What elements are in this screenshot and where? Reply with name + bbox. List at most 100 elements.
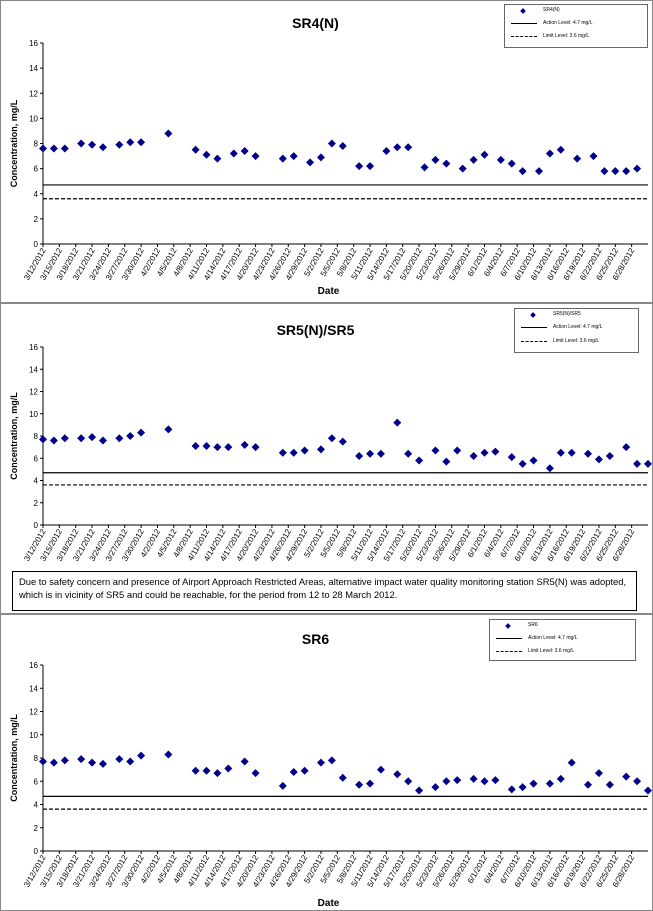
y-tick-label: 0	[34, 521, 39, 530]
data-point	[316, 445, 325, 454]
data-point	[77, 139, 86, 148]
y-tick-label: 4	[34, 477, 39, 486]
legend-item: SR6	[490, 621, 635, 631]
legend-label: Action Level: 4.7 mg/L	[553, 324, 603, 330]
data-point	[289, 448, 298, 457]
legend-label: Limit Level: 3.6 mg/L	[543, 33, 590, 39]
data-point	[534, 167, 543, 176]
data-point	[60, 756, 69, 765]
data-point	[491, 447, 500, 456]
data-point	[589, 152, 598, 161]
data-point	[556, 145, 565, 154]
diamond-marker-icon	[520, 8, 526, 14]
data-point	[240, 147, 249, 156]
legend-label: SR5(N)/SR5	[553, 311, 581, 317]
data-point	[584, 449, 593, 458]
data-point	[605, 452, 614, 461]
y-tick-label: 8	[34, 140, 39, 149]
data-point	[327, 434, 336, 443]
data-point	[644, 459, 652, 468]
data-point	[556, 448, 565, 457]
data-point	[469, 155, 478, 164]
data-point	[240, 440, 249, 449]
data-point	[289, 767, 298, 776]
data-point	[404, 777, 413, 786]
data-point	[77, 434, 86, 443]
y-tick-label: 4	[34, 801, 39, 810]
data-point	[202, 150, 211, 159]
data-point	[480, 150, 489, 159]
y-tick-label: 6	[34, 165, 39, 174]
legend-label: Action Level: 4.7 mg/L	[528, 635, 578, 641]
data-point	[240, 757, 249, 766]
data-point	[507, 785, 516, 794]
data-point	[605, 780, 614, 789]
legend-item: Limit Level: 3.6 mg/L	[515, 337, 638, 347]
data-point	[49, 758, 58, 767]
data-point	[224, 764, 233, 773]
data-point	[376, 765, 385, 774]
legend-label: SR6	[528, 622, 538, 628]
data-point	[594, 455, 603, 464]
chart-svg: SR5(N)/SR5 0 2 4 6 8 10 12 14 16 Concentration, mg…	[9, 322, 652, 608]
data-point	[453, 446, 462, 455]
y-axis-label: Concentration, mg/L	[9, 99, 19, 187]
legend-item: Limit Level: 3.6 mg/L	[505, 32, 647, 42]
data-point	[622, 443, 631, 452]
data-point	[545, 464, 554, 473]
data-point	[404, 143, 413, 152]
y-tick-label: 6	[34, 454, 39, 463]
data-point	[88, 140, 97, 149]
data-point	[393, 143, 402, 152]
data-point	[611, 167, 620, 176]
data-point	[622, 772, 631, 781]
y-tick-label: 10	[29, 731, 38, 740]
data-point	[278, 448, 287, 457]
dashed-line-icon	[496, 651, 522, 652]
data-point	[98, 759, 107, 768]
y-axis-label: Concentration, mg/L	[9, 392, 19, 480]
legend: SR5(N)/SR5 Action Level: 4.7 mg/L Limit …	[514, 308, 639, 353]
data-point	[278, 781, 287, 790]
y-tick-label: 12	[29, 708, 38, 717]
data-point	[39, 144, 47, 153]
data-point	[77, 755, 86, 764]
data-point	[366, 779, 375, 788]
dashed-line-icon	[511, 36, 537, 37]
data-point	[224, 443, 233, 452]
y-tick-label: 8	[34, 754, 39, 763]
data-point	[442, 159, 451, 168]
legend-item: Action Level: 4.7 mg/L	[505, 19, 647, 29]
data-point	[518, 167, 527, 176]
diamond-marker-icon	[505, 623, 511, 629]
data-point	[584, 780, 593, 789]
y-tick-label: 14	[29, 64, 38, 73]
data-point	[137, 751, 146, 760]
data-point	[545, 149, 554, 158]
legend-label: Limit Level: 3.6 mg/L	[553, 338, 600, 344]
data-point	[229, 149, 238, 158]
data-point	[567, 448, 576, 457]
legend-item: SR5(N)/SR5	[515, 310, 638, 320]
data-point	[480, 777, 489, 786]
legend: SR6 Action Level: 4.7 mg/L Limit Level: …	[489, 619, 636, 661]
data-point	[594, 769, 603, 778]
legend-item: Action Level: 4.7 mg/L	[515, 323, 638, 333]
y-tick-label: 2	[34, 215, 39, 224]
y-tick-label: 2	[34, 824, 39, 833]
data-point	[404, 449, 413, 458]
chart-title: SR6	[302, 631, 329, 647]
data-point	[442, 457, 451, 466]
data-point	[567, 758, 576, 767]
data-point	[415, 456, 424, 465]
data-point	[316, 153, 325, 162]
data-point	[191, 442, 200, 451]
solid-line-icon	[511, 23, 537, 24]
data-point	[191, 766, 200, 775]
data-point	[573, 154, 582, 163]
data-point	[431, 155, 440, 164]
y-tick-label: 10	[29, 114, 38, 123]
y-tick-label: 2	[34, 499, 39, 508]
data-point	[355, 162, 364, 171]
data-point	[496, 155, 505, 164]
